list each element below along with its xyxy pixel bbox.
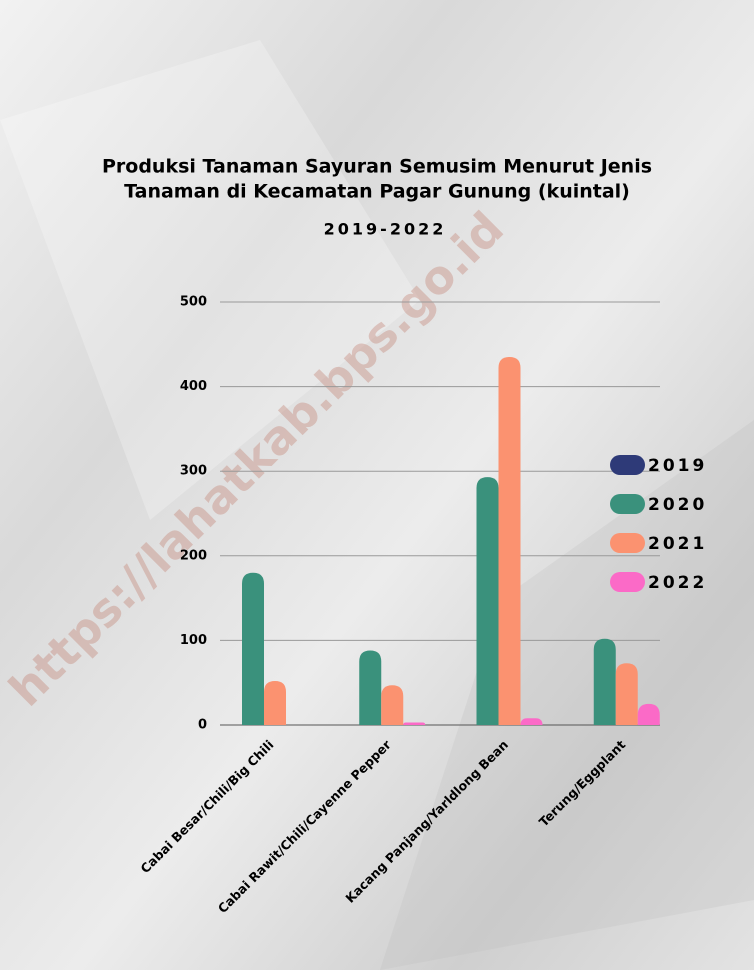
legend-label: 2019 [648,456,707,476]
legend-swatch [610,533,645,553]
legend-swatch [610,572,645,592]
bar [637,703,660,725]
y-tick-label: 400 [180,379,207,394]
y-tick-label: 0 [198,718,207,733]
bar [264,681,286,725]
bar [381,685,404,725]
legend-label: 2020 [648,495,707,515]
bar [242,572,264,725]
chart-title: Tanaman di Kecamatan Pagar Gunung (kuint… [124,181,630,203]
bar [403,722,426,725]
legend-swatch [610,494,645,514]
chart-subtitle: 2019-2022 [324,220,447,239]
bar [476,477,499,725]
legend-label: 2022 [648,573,707,593]
legend-swatch [610,455,645,475]
paper-crease [0,40,420,520]
bar [593,638,616,725]
paper-crease [380,420,754,970]
chart-title: Produksi Tanaman Sayuran Semusim Menurut… [102,156,652,178]
y-tick-label: 500 [180,295,207,310]
bar [520,718,543,725]
bar [498,356,521,725]
y-tick-label: 100 [180,633,207,648]
y-tick-label: 300 [180,464,207,479]
bar [359,650,382,725]
y-tick-label: 200 [180,548,207,563]
bar [615,663,638,725]
legend-label: 2021 [648,534,707,554]
